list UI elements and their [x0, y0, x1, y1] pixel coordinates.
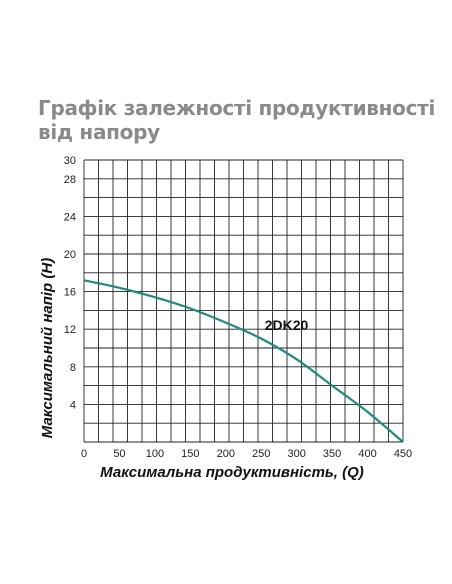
y-tick-label: 30 — [64, 155, 76, 167]
x-tick-label: 200 — [217, 448, 235, 460]
y-axis-label: Максимальний напір (Н) — [39, 258, 56, 438]
chart-grid — [83, 159, 404, 443]
x-tick-label: 100 — [146, 448, 164, 460]
series-line-2dk20 — [83, 279, 404, 443]
x-tick-label: 450 — [394, 448, 412, 460]
tick-labels: 0 50 100 150 200 250 300 350 400 450 4 8 12 16 20 24 28 3… — [64, 155, 412, 460]
x-tick-label: 350 — [323, 448, 341, 460]
y-tick-label: 8 — [70, 362, 76, 374]
y-tick-label: 16 — [64, 287, 76, 299]
x-tick-label: 400 — [358, 448, 376, 460]
x-axis-label: Максимальна продуктивність, (Q) — [100, 464, 364, 481]
x-tick-label: 0 — [81, 448, 87, 460]
x-tick-label: 300 — [287, 448, 305, 460]
y-tick-label: 4 — [70, 399, 76, 411]
x-tick-label: 50 — [113, 448, 125, 460]
chart-title: Графік залежності продуктивності від нап… — [38, 96, 436, 144]
y-tick-label: 20 — [64, 249, 76, 261]
series-label: 2DK20 — [265, 317, 309, 333]
series-group: 2DK20 — [83, 279, 404, 443]
x-tick-label: 150 — [181, 448, 199, 460]
y-tick-label: 12 — [64, 324, 76, 336]
x-tick-label: 250 — [252, 448, 270, 460]
y-tick-label: 28 — [64, 174, 76, 186]
y-tick-label: 24 — [64, 211, 76, 223]
